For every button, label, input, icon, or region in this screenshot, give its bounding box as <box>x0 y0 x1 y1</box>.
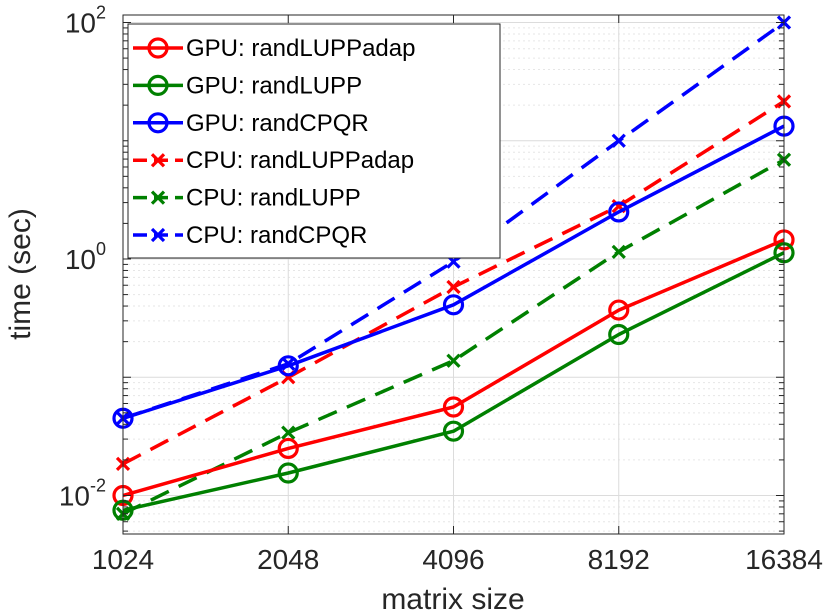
data-point <box>608 201 630 223</box>
data-point <box>277 462 299 484</box>
legend-marker <box>147 37 169 59</box>
x-tick-label: 2048 <box>257 544 319 575</box>
legend-label: CPU: randCPQR <box>186 222 367 249</box>
data-point <box>611 244 626 259</box>
legend-entry-gpu-randluppadap: GPU: randLUPPadap <box>133 35 415 62</box>
x-tick-label: 1024 <box>92 544 154 575</box>
series-line <box>122 124 785 420</box>
legend-label: GPU: randLUPP <box>186 72 362 99</box>
data-point <box>608 323 630 346</box>
x-tick-label: 4096 <box>422 544 484 575</box>
data-point <box>281 425 296 440</box>
y-tick-label: 100 <box>65 239 106 275</box>
legend-entry-cpu-randluppadap: CPU: randLUPPadap <box>133 147 414 174</box>
y-tick-label: 102 <box>65 3 106 39</box>
y-tick-labels: 10-2 100 102 <box>59 3 106 512</box>
data-point <box>442 420 465 442</box>
legend-entry-cpu-randcpqr: CPU: randCPQR <box>133 222 367 249</box>
legend-marker <box>147 74 169 97</box>
x-tick-label: 8192 <box>588 544 650 575</box>
x-tick-label: 16384 <box>745 544 823 575</box>
data-point <box>442 396 465 418</box>
y-axis-label: time (sec) <box>4 208 37 340</box>
legend-label: GPU: randCPQR <box>186 110 369 137</box>
x-tick-labels: 1024 2048 4096 8192 16384 <box>92 544 823 575</box>
series-line <box>122 158 785 516</box>
data-point <box>277 355 299 377</box>
legend-marker <box>150 153 166 168</box>
legend-label: GPU: randLUPPadap <box>186 35 415 62</box>
legend-label: CPU: randLUPPadap <box>186 147 414 174</box>
legend-entry-gpu-randlupp: GPU: randLUPP <box>133 72 362 99</box>
data-point <box>442 294 465 316</box>
legend-box <box>127 23 501 259</box>
legend-entry-gpu-randcpqr: GPU: randCPQR <box>133 110 369 137</box>
series-line <box>122 251 785 513</box>
legend-marker <box>150 190 166 205</box>
data-point <box>277 437 299 460</box>
series-line <box>122 238 785 498</box>
legend: GPU: randLUPPadap GPU: randLUPP GPU: randC… <box>127 23 501 259</box>
legend-entry-cpu-randlupp: CPU: randLUPP <box>133 185 361 212</box>
legend-marker <box>150 227 166 243</box>
y-tick-label: 10-2 <box>59 476 106 512</box>
data-point <box>446 279 461 295</box>
legend-label: CPU: randLUPP <box>186 185 361 212</box>
x-axis-label: matrix size <box>381 583 524 616</box>
legend-marker <box>147 112 169 134</box>
data-point <box>446 353 461 368</box>
ticks <box>122 15 785 534</box>
data-point <box>611 133 626 148</box>
data-point <box>608 299 630 321</box>
